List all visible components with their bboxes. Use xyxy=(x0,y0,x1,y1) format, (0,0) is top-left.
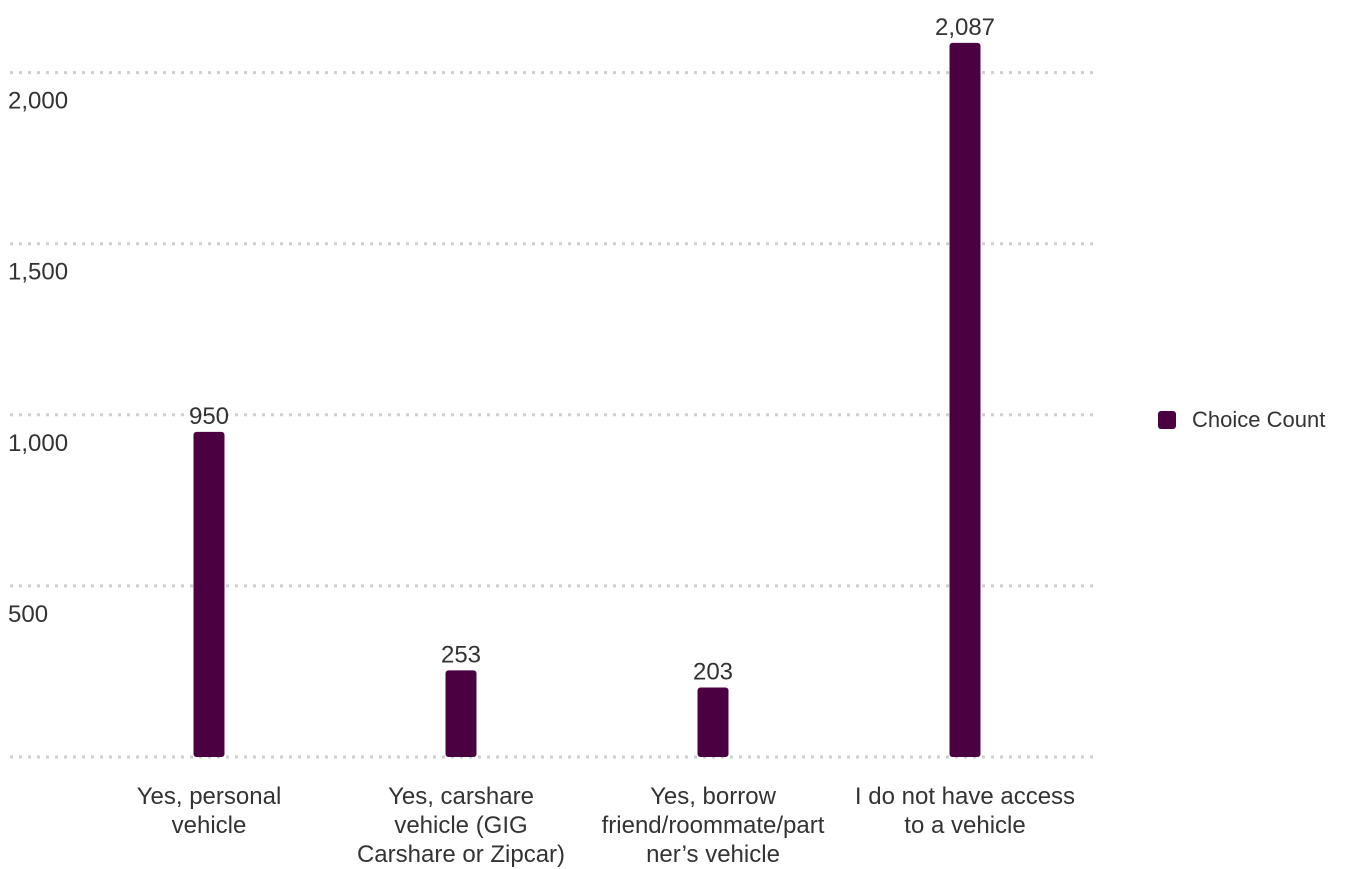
x-tick-label: Yes, borrow friend/roommate/part ner’s veh… xyxy=(588,782,838,869)
x-tick-label-line: Yes, personal xyxy=(136,783,282,810)
y-axis-tick-labels: 500 1,000 1,500 2,000 xyxy=(8,88,68,628)
x-tick-label-line: I do not have access xyxy=(854,783,1076,810)
y-tick-label: 1,500 xyxy=(8,259,68,286)
x-tick-label-line: friend/roommate/part xyxy=(601,812,825,839)
data-labels: 950 253 203 2,087 xyxy=(189,14,995,686)
x-tick-label-line: to a vehicle xyxy=(904,812,1026,839)
y-tick-label: 2,000 xyxy=(8,88,68,115)
bar[interactable] xyxy=(445,670,477,757)
bars xyxy=(193,42,981,757)
gridlines xyxy=(10,71,1095,759)
x-tick-label-line: ner’s vehicle xyxy=(646,841,780,868)
data-label: 203 xyxy=(693,659,733,686)
x-tick-label-line: Yes, carshare xyxy=(388,783,534,810)
legend-label: Choice Count xyxy=(1192,407,1326,432)
data-label: 253 xyxy=(441,641,481,668)
bar[interactable] xyxy=(949,42,981,757)
x-tick-label-line: vehicle xyxy=(171,812,247,839)
x-tick-label: Yes, personal vehicle xyxy=(84,782,334,840)
bar[interactable] xyxy=(193,431,225,757)
legend[interactable]: Choice Count xyxy=(1158,407,1325,433)
y-tick-label: 500 xyxy=(8,601,48,628)
legend-swatch xyxy=(1158,411,1176,429)
x-tick-label-line: Yes, borrow xyxy=(650,783,776,810)
data-label: 2,087 xyxy=(935,14,995,41)
x-tick-label-line: vehicle (GIG xyxy=(394,812,528,839)
data-label: 950 xyxy=(189,403,229,430)
x-tick-label-line: Carshare or Zipcar) xyxy=(356,841,566,868)
bar[interactable] xyxy=(697,687,729,757)
x-tick-label: Yes, carshare vehicle (GIG Carshare or Zip… xyxy=(336,782,586,869)
y-tick-label: 1,000 xyxy=(8,430,68,457)
x-tick-label: I do not have access to a vehicle xyxy=(840,782,1090,840)
